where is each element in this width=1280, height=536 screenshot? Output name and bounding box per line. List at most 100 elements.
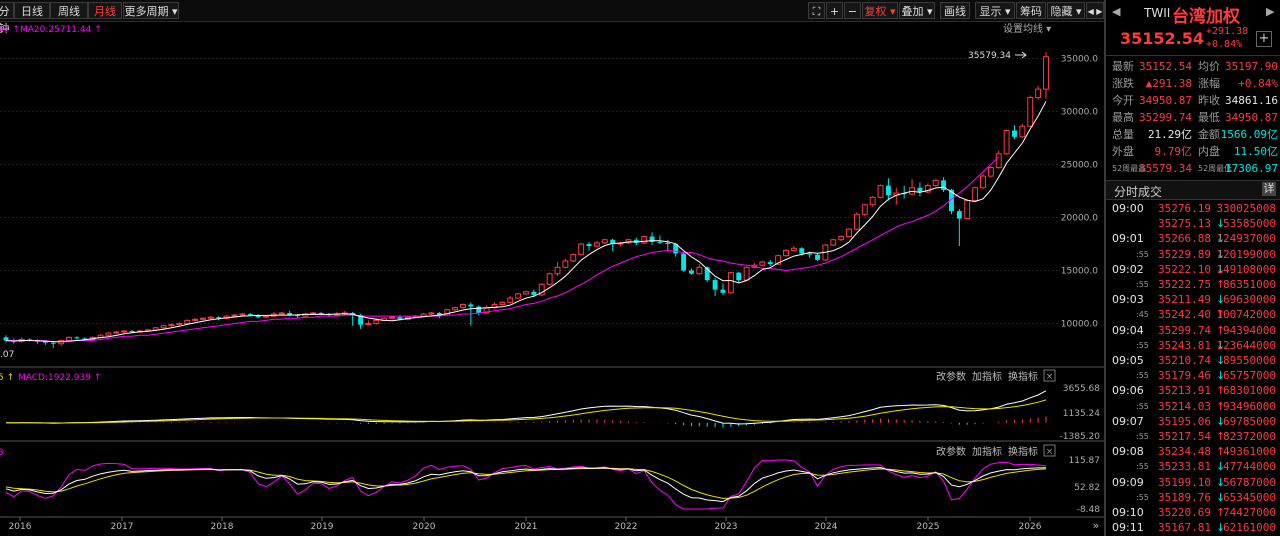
tick-cell: ↓ [1216, 490, 1226, 504]
macd-close-glyph: × [1046, 372, 1054, 382]
macd-close-icon[interactable] [1043, 369, 1056, 382]
tick-row[interactable]: 09:04 35299.74 ↑ 94394000 [1106, 323, 1280, 339]
tick-cell: ↑ [1216, 399, 1226, 413]
tick-cell: 35214.03 [1158, 399, 1211, 413]
macd-panel-button-1[interactable]: 加指标 [972, 370, 1002, 383]
toolbar-scroll-arrows[interactable]: ◀ ▶ [1086, 2, 1104, 19]
toolbar-button-7[interactable]: 筹码 [1016, 2, 1046, 19]
tick-row[interactable]: 09:11 35167.81 ↓ 62161000 [1106, 520, 1280, 536]
tick-cell: ↓ [1216, 338, 1226, 352]
tick-row[interactable]: :55 35214.03 ↑ 93496000 [1106, 399, 1280, 415]
candle-body [168, 324, 175, 327]
toolbar-button-5[interactable]: 画线 [940, 2, 970, 19]
candle-body [476, 306, 482, 313]
next-stock-icon[interactable]: ▶ [1266, 5, 1275, 18]
prev-stock-icon[interactable]: ◀ [1112, 5, 1121, 18]
toolbar-button-4[interactable]: 叠加 ▾ [899, 2, 935, 19]
tick-row[interactable]: 09:05 35210.74 ↓ 89550000 [1106, 353, 1280, 369]
candle-body [373, 319, 380, 325]
kdj-j-line [5, 459, 1047, 510]
tick-row[interactable]: 09:09 35199.10 ↓ 56787000 [1106, 475, 1280, 491]
macd-panel-button-0[interactable]: 改参数 [936, 370, 966, 383]
y-tick-label: 35000.0 [1061, 54, 1098, 64]
tick-row[interactable]: :55 35222.75 ↑ 86351000 [1106, 277, 1280, 293]
tick-cell: 35210.74 [1158, 354, 1211, 367]
x-axis-year: 2025 [917, 522, 940, 532]
kdj-panel-button-2[interactable]: 换指标 [1008, 445, 1038, 458]
kdj-close-icon[interactable] [1043, 444, 1056, 457]
tick-cell: ↑ [1216, 445, 1226, 459]
tick-row[interactable]: 09:02 35222.10 ↓ 149108000 [1106, 262, 1280, 278]
toolbar-button-3[interactable]: 复权 ▾ [862, 2, 898, 19]
candle-body [665, 242, 671, 244]
peak-arrow-icon [1015, 51, 1027, 59]
tick-row[interactable]: 09:03 35211.49 ↓ 69630000 [1106, 292, 1280, 308]
tick-cell: 35217.54 [1158, 430, 1211, 443]
tick-cell: 65757000 [1223, 369, 1276, 383]
candle-body [160, 325, 167, 329]
quote-cell: 34861.16 [1225, 94, 1278, 107]
period-tab-0[interactable]: 分钟 [0, 2, 14, 35]
kdj-close-glyph: × [1046, 447, 1054, 457]
quote-cell: 昨收 [1198, 94, 1220, 107]
candle-body [278, 312, 285, 315]
candle-body [184, 319, 191, 325]
toolbar-button-6[interactable]: 显示 ▾ [975, 2, 1015, 19]
tick-row[interactable]: 35275.13 ↓ 53585000 [1106, 216, 1280, 232]
candle-body [192, 318, 199, 321]
tick-row[interactable]: :55 35189.76 ↓ 65345000 [1106, 490, 1280, 506]
tick-row[interactable]: :55 35243.81 ↓ 123644000 [1106, 338, 1280, 354]
quote-row: 最新 35152.54 均价 35197.90 [1112, 59, 1280, 75]
panel-divider[interactable] [1104, 0, 1106, 536]
candle-body [523, 291, 529, 295]
toolbar-button-1[interactable]: + [826, 2, 843, 19]
add-watchlist-icon[interactable]: + [1256, 31, 1272, 47]
period-tab-3[interactable]: 月线 [88, 2, 122, 19]
tick-row[interactable]: 09:07 35195.06 ↓ 69785000 [1106, 414, 1280, 430]
quote-cell: 总量 [1112, 128, 1134, 141]
quote-cell: +0.84% [1238, 77, 1278, 90]
period-tab-2[interactable]: 周线 [50, 2, 88, 19]
candle-body [720, 289, 726, 293]
candle-body [743, 266, 750, 281]
tick-row[interactable]: :55 35217.54 ↑ 82372000 [1106, 429, 1280, 445]
candle-body [1043, 56, 1049, 90]
candle-body [853, 213, 860, 230]
candle-body [727, 272, 734, 294]
tick-row[interactable]: 09:10 35220.69 ↑ 74427000 [1106, 505, 1280, 521]
period-tab-1[interactable]: 日线 [14, 2, 50, 19]
tick-row[interactable]: 09:00 35276.19 330025008 [1106, 201, 1280, 217]
macd-panel-button-2[interactable]: 换指标 [1008, 370, 1038, 383]
tick-cell: 69785000 [1223, 414, 1276, 428]
candle-body [877, 185, 884, 198]
peak-price-label: 35579.34 [968, 51, 1011, 61]
ticks-detail-button[interactable]: 详 [1262, 182, 1276, 196]
candle-body [815, 254, 820, 260]
candle-body [838, 236, 845, 241]
quote-cell: 涨幅 [1198, 77, 1220, 90]
quote-row: 外盘 9.79亿 内盘 11.50亿 [1112, 144, 1280, 160]
period-tab-4[interactable]: 更多周期 ▾ [123, 2, 179, 19]
tick-row[interactable]: 09:08 35234.48 ↑ 49361000 [1106, 444, 1280, 460]
toolbar-button-0[interactable]: ⛶ [808, 2, 825, 19]
tick-cell: 69630000 [1223, 293, 1276, 307]
tick-cell: 09:11 [1112, 521, 1144, 535]
toolbar-button-8[interactable]: 隐藏 ▾ [1047, 2, 1085, 19]
candle-body [799, 248, 805, 254]
period-toolbar: 分钟 日线 周线 月线 更多周期 ▾ ⛶ + − 复权 ▾ 叠加 ▾ 画线 显示 ▾ 筹码 隐藏 ▾ ◀ ▶ [0, 0, 1106, 35]
tick-row[interactable]: :55 35229.89 ↓ 120199000 [1106, 247, 1280, 263]
toolbar-button-2[interactable]: − [844, 2, 861, 19]
candle-body [42, 341, 48, 343]
tick-row[interactable]: 09:06 35213.91 ↑ 68301000 [1106, 383, 1280, 399]
tick-row[interactable]: 09:01 35266.88 ↓ 124937000 [1106, 231, 1280, 247]
tick-row[interactable]: :55 35233.81 ↓ 47744000 [1106, 459, 1280, 475]
ma-settings-button[interactable]: 设置均线 ▾ [1003, 22, 1051, 35]
tick-row[interactable]: :45 35242.40 ↑ 100742000 [1106, 307, 1280, 323]
x-axis-next-icon[interactable]: » [1093, 519, 1100, 532]
kdj-panel-button-1[interactable]: 加指标 [972, 445, 1002, 458]
kline-chart[interactable]: 35000.0 30000.0 25000.0 20000.0 15000.0 10000… [0, 21, 1106, 536]
candle-body [917, 187, 923, 193]
tick-cell: ↓ [1216, 475, 1226, 489]
tick-row[interactable]: :55 35179.46 ↓ 65757000 [1106, 368, 1280, 384]
kdj-panel-button-0[interactable]: 改参数 [936, 445, 966, 458]
